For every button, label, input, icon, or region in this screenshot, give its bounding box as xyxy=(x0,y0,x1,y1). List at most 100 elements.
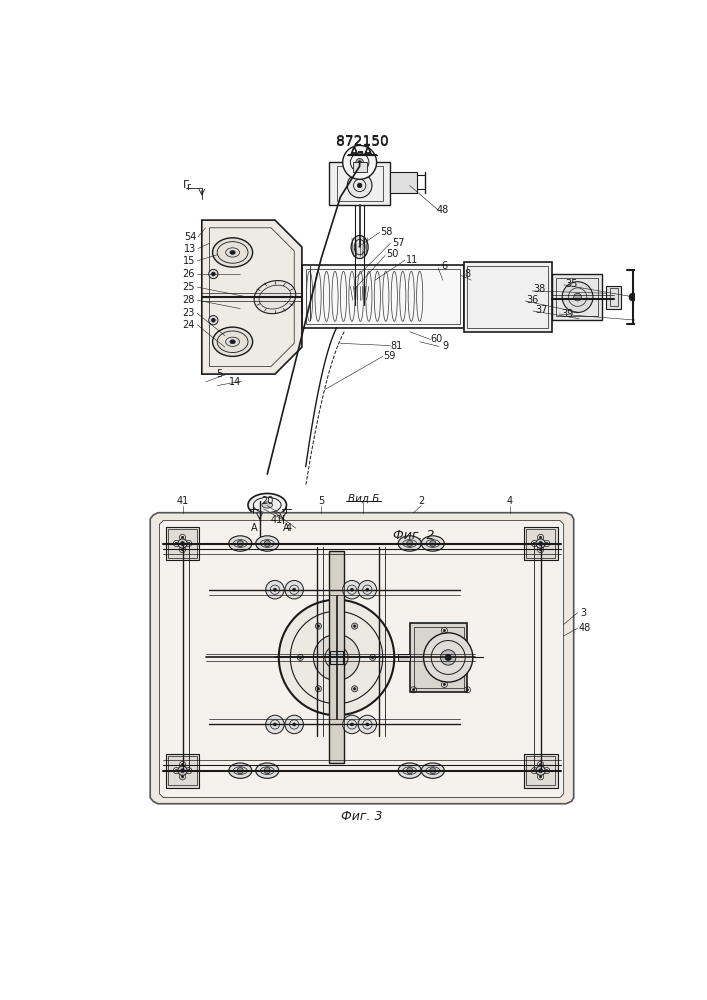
Polygon shape xyxy=(150,513,573,804)
Circle shape xyxy=(354,688,356,690)
Text: 9: 9 xyxy=(443,341,449,351)
Bar xyxy=(165,527,199,560)
Circle shape xyxy=(293,723,296,726)
Text: 57: 57 xyxy=(392,238,404,248)
Text: 81: 81 xyxy=(390,341,403,351)
Polygon shape xyxy=(160,520,563,798)
Circle shape xyxy=(539,776,542,778)
Bar xyxy=(168,756,197,785)
Ellipse shape xyxy=(213,327,252,356)
Circle shape xyxy=(358,715,377,734)
Ellipse shape xyxy=(230,340,235,344)
Circle shape xyxy=(430,540,436,547)
Text: 20: 20 xyxy=(261,496,274,506)
Polygon shape xyxy=(201,220,302,374)
Bar xyxy=(409,623,467,692)
Circle shape xyxy=(187,542,190,545)
Text: А–А: А–А xyxy=(351,145,373,158)
Ellipse shape xyxy=(256,536,279,551)
Circle shape xyxy=(293,588,296,591)
Text: r: r xyxy=(186,182,190,192)
Circle shape xyxy=(536,766,545,775)
Circle shape xyxy=(445,654,451,661)
Ellipse shape xyxy=(248,493,286,517)
Bar xyxy=(464,262,552,332)
Circle shape xyxy=(351,623,358,629)
Bar xyxy=(526,529,555,558)
Circle shape xyxy=(573,293,581,301)
Circle shape xyxy=(366,723,369,726)
Ellipse shape xyxy=(398,763,421,778)
Text: 13: 13 xyxy=(184,244,197,254)
Circle shape xyxy=(639,326,642,329)
Circle shape xyxy=(335,656,338,659)
Text: 50: 50 xyxy=(386,249,398,259)
Text: 41: 41 xyxy=(177,496,189,506)
Circle shape xyxy=(264,540,270,547)
Text: 48: 48 xyxy=(578,623,590,633)
Bar xyxy=(330,651,343,664)
Ellipse shape xyxy=(349,286,370,300)
Circle shape xyxy=(366,588,369,591)
Circle shape xyxy=(299,656,301,659)
Bar xyxy=(302,265,464,328)
Circle shape xyxy=(182,536,184,538)
Bar xyxy=(414,627,464,688)
Ellipse shape xyxy=(213,238,252,267)
Circle shape xyxy=(266,580,284,599)
Circle shape xyxy=(313,634,360,681)
Bar xyxy=(353,162,366,172)
Bar xyxy=(329,162,390,205)
Ellipse shape xyxy=(229,536,252,551)
Bar xyxy=(250,522,269,536)
Text: 4: 4 xyxy=(507,496,513,506)
Circle shape xyxy=(372,656,374,659)
Text: 872150: 872150 xyxy=(336,135,388,149)
Circle shape xyxy=(358,161,361,164)
Circle shape xyxy=(357,183,362,188)
Bar xyxy=(398,654,409,661)
Circle shape xyxy=(629,293,637,301)
Text: Г: Г xyxy=(183,180,189,190)
Text: 5: 5 xyxy=(318,496,325,506)
Text: 37: 37 xyxy=(535,305,547,315)
Text: 24: 24 xyxy=(182,320,195,330)
Text: 3: 3 xyxy=(580,608,586,618)
Text: 2: 2 xyxy=(418,496,424,506)
Bar xyxy=(524,527,558,560)
Bar xyxy=(610,288,618,306)
Circle shape xyxy=(562,282,593,312)
Text: 15: 15 xyxy=(182,256,195,266)
Circle shape xyxy=(423,633,473,682)
Bar xyxy=(606,286,621,309)
Text: А: А xyxy=(284,523,290,533)
Bar xyxy=(337,166,382,201)
Text: 41: 41 xyxy=(270,515,283,525)
Circle shape xyxy=(412,689,415,691)
Ellipse shape xyxy=(421,536,444,551)
Text: 26: 26 xyxy=(182,269,195,279)
Circle shape xyxy=(317,625,320,627)
Ellipse shape xyxy=(351,235,368,259)
Text: Фиг. 3: Фиг. 3 xyxy=(341,810,382,823)
Bar xyxy=(305,269,460,324)
Circle shape xyxy=(315,686,322,692)
Text: 11: 11 xyxy=(406,255,418,265)
Circle shape xyxy=(279,600,395,715)
Bar xyxy=(467,266,549,328)
Circle shape xyxy=(430,768,436,774)
Bar xyxy=(524,754,558,788)
Text: Вид Б: Вид Б xyxy=(348,494,379,504)
Bar xyxy=(168,529,197,558)
Circle shape xyxy=(178,766,187,775)
Circle shape xyxy=(274,588,276,591)
Circle shape xyxy=(274,723,276,726)
Circle shape xyxy=(347,173,372,198)
Circle shape xyxy=(539,769,542,773)
Circle shape xyxy=(536,539,545,548)
Circle shape xyxy=(175,542,177,545)
Circle shape xyxy=(297,654,303,661)
Ellipse shape xyxy=(229,763,252,778)
Text: 38: 38 xyxy=(533,284,545,294)
Ellipse shape xyxy=(226,248,240,257)
